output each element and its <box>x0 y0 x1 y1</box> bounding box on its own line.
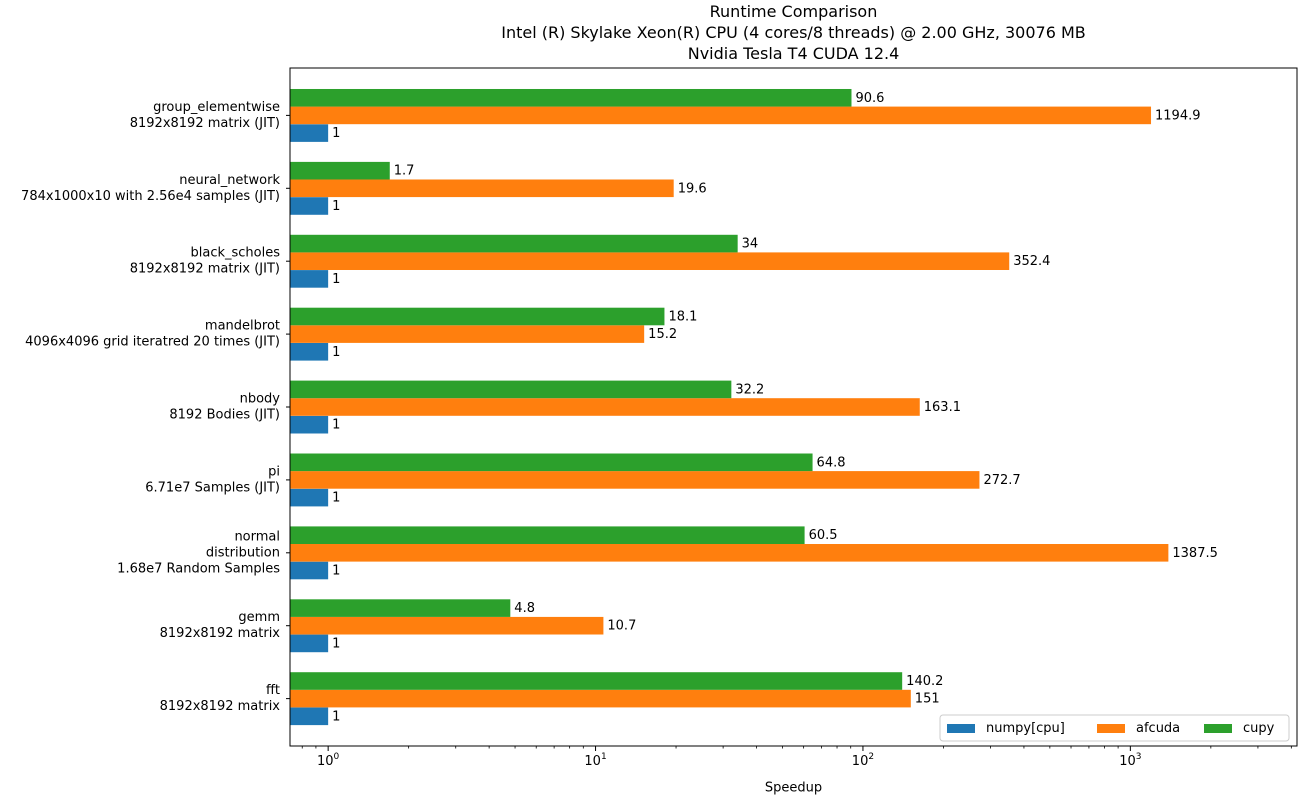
bar-value-label: 32.2 <box>735 382 764 397</box>
bar-numpy-cpu--5 <box>290 488 329 507</box>
bar-cupy-1 <box>290 161 390 180</box>
bar-value-label: 1 <box>332 126 340 141</box>
bar-numpy-cpu--1 <box>290 197 329 215</box>
bar-value-label: 163.1 <box>924 400 961 415</box>
bar-value-label: 1 <box>332 491 340 506</box>
bar-numpy-cpu--6 <box>290 561 329 580</box>
bar-numpy-cpu--3 <box>290 342 329 361</box>
bar-cupy-6 <box>290 526 805 545</box>
x-tick-label: 103 <box>1119 752 1141 769</box>
category-label: pi <box>268 464 280 479</box>
bar-value-label: 1387.5 <box>1172 546 1218 561</box>
legend-label: cupy <box>1243 721 1275 736</box>
bar-value-label: 64.8 <box>817 455 846 470</box>
bar-value-label: 60.5 <box>809 528 838 543</box>
bar-afcuda-4 <box>290 398 920 416</box>
x-tick-label: 100 <box>317 752 340 769</box>
bar-cupy-8 <box>290 672 903 690</box>
legend-swatch <box>1097 724 1125 733</box>
bar-value-label: 1 <box>332 709 340 724</box>
bar-value-label: 34 <box>742 237 759 252</box>
bar-numpy-cpu--8 <box>290 707 329 726</box>
bar-cupy-5 <box>290 453 813 472</box>
bar-numpy-cpu--4 <box>290 415 329 434</box>
bar-cupy-4 <box>290 380 732 399</box>
bar-value-label: 15.2 <box>648 327 677 342</box>
category-label: 4096x4096 grid iteratred 20 times (JIT) <box>25 335 280 350</box>
chart-subtitle-gpu: Nvidia Tesla T4 CUDA 12.4 <box>687 44 900 63</box>
legend-label: afcuda <box>1136 721 1180 736</box>
bar-value-label: 4.8 <box>514 601 535 616</box>
bar-value-label: 1 <box>332 199 340 214</box>
bar-value-label: 272.7 <box>983 473 1020 488</box>
bar-numpy-cpu--0 <box>290 124 329 142</box>
category-label: 8192 Bodies (JIT) <box>169 408 280 423</box>
category-label: 8192x8192 matrix (JIT) <box>130 262 280 277</box>
bar-value-label: 1 <box>332 272 340 287</box>
bar-afcuda-7 <box>290 616 604 635</box>
bar-numpy-cpu--2 <box>290 270 329 288</box>
bar-value-label: 1 <box>332 564 340 579</box>
bar-value-label: 140.2 <box>906 674 943 689</box>
x-axis-label: Speedup <box>765 781 822 796</box>
bar-value-label: 1194.9 <box>1155 108 1201 123</box>
bar-value-label: 10.7 <box>607 619 636 634</box>
legend-swatch <box>947 724 975 733</box>
category-label: normal <box>234 529 280 544</box>
x-tick-label: 102 <box>852 752 874 769</box>
bar-afcuda-8 <box>290 689 911 708</box>
category-label: 784x1000x10 with 2.56e4 samples (JIT) <box>21 189 280 204</box>
bar-value-label: 352.4 <box>1013 254 1050 269</box>
bar-cupy-3 <box>290 307 665 326</box>
bar-cupy-7 <box>290 599 511 617</box>
chart-title: Runtime Comparison <box>709 2 878 21</box>
bar-afcuda-2 <box>290 252 1010 270</box>
bar-cupy-0 <box>290 88 852 107</box>
bar-value-label: 1.7 <box>394 164 415 179</box>
x-tick-label: 101 <box>584 752 606 769</box>
category-label: group_elementwise <box>153 100 280 115</box>
category-label: distribution <box>206 545 280 560</box>
bar-numpy-cpu--7 <box>290 634 329 653</box>
category-label: 8192x8192 matrix (JIT) <box>130 116 280 131</box>
bar-value-label: 19.6 <box>678 181 707 196</box>
category-label: neural_network <box>179 173 280 188</box>
category-label: 8192x8192 matrix <box>160 699 281 714</box>
chart-subtitle-cpu: Intel (R) Skylake Xeon(R) CPU (4 cores/8… <box>501 23 1086 42</box>
category-label: gemm <box>238 610 280 625</box>
category-label: mandelbrot <box>205 319 280 334</box>
bar-value-label: 18.1 <box>668 309 697 324</box>
bar-cupy-2 <box>290 234 738 253</box>
bar-value-label: 1 <box>332 636 340 651</box>
bar-afcuda-1 <box>290 179 674 198</box>
category-label: nbody <box>240 392 281 407</box>
category-label: 8192x8192 matrix <box>160 626 281 641</box>
bar-afcuda-3 <box>290 325 645 343</box>
category-label: fft <box>266 683 280 698</box>
bar-afcuda-6 <box>290 544 1169 562</box>
bar-afcuda-0 <box>290 106 1152 125</box>
legend-swatch <box>1204 724 1232 733</box>
bar-afcuda-5 <box>290 471 980 489</box>
bar-value-label: 151 <box>915 692 940 707</box>
category-label: 1.68e7 Random Samples <box>117 561 280 576</box>
legend-label: numpy[cpu] <box>986 721 1065 736</box>
category-label: 6.71e7 Samples (JIT) <box>145 480 280 495</box>
bar-value-label: 90.6 <box>855 91 884 106</box>
category-label: black_scholes <box>190 246 280 261</box>
plot-frame <box>289 67 1298 747</box>
bar-value-label: 1 <box>332 345 340 360</box>
bar-value-label: 1 <box>332 418 340 433</box>
